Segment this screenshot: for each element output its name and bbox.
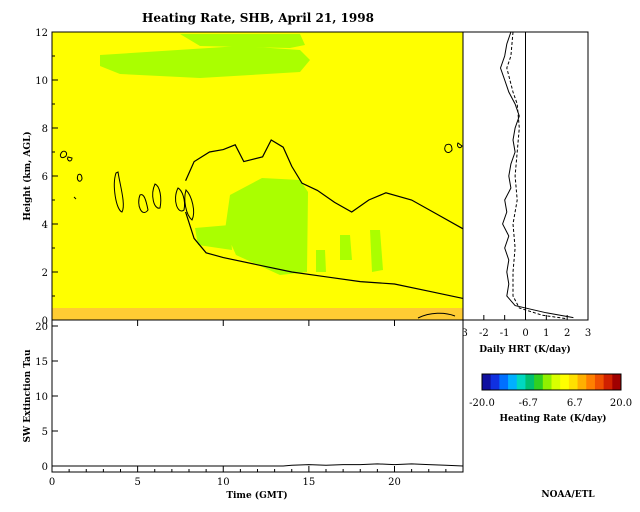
upper-cloud-green-region [100, 34, 310, 78]
colorbar-swatch [499, 374, 509, 390]
colorbar-swatch [516, 374, 526, 390]
tau-tick-label: 5 [42, 427, 48, 438]
height-tick-label: 6 [42, 172, 48, 183]
daily-hrt-profiles [499, 31, 574, 320]
colorbar-ticks: -20.0 -6.7 6.7 20.0 [469, 398, 632, 409]
near-surface-warming-band [52, 308, 463, 320]
daily-hrt-tick-label: 1 [543, 328, 549, 339]
time-tick-label: 5 [134, 477, 140, 488]
daily-hrt-tick-label: 3 [585, 328, 591, 339]
height-tick-label: 2 [42, 268, 48, 279]
colorbar-label: Heating Rate (K/day) [499, 413, 606, 424]
height-axis-ticks: 0 2 4 6 8 10 12 [35, 28, 58, 327]
time-tick-label: 0 [49, 477, 55, 488]
mid-cloud-green-region [195, 178, 383, 275]
colorbar-swatch [482, 374, 492, 390]
colorbar-swatch [551, 374, 561, 390]
daily-hrt-tick-label: 2 [564, 328, 570, 339]
time-tick-label: 10 [217, 477, 230, 488]
colorbar-swatch [525, 374, 535, 390]
time-axis-label: Time (GMT) [226, 490, 287, 501]
colorbar-swatch [560, 374, 570, 390]
cloud-boundary-contours [185, 139, 464, 299]
cloud-top-contour [185, 139, 464, 230]
small-cloud-contours [59, 142, 463, 319]
colorbar-tick-label: -20.0 [469, 398, 495, 409]
daily-hrt-tick-label: -2 [479, 328, 489, 339]
colorbar-swatch [542, 374, 552, 390]
cloud-base-contour [185, 211, 464, 299]
colorbar-swatch [568, 374, 579, 390]
colorbar-swatch [490, 374, 500, 390]
tau-line [52, 463, 464, 467]
colorbar-swatch [612, 374, 622, 390]
colorbar-frame [481, 373, 622, 391]
colorbar-swatch [577, 374, 587, 390]
colorbar-tick-label: -6.7 [519, 398, 538, 409]
chart-title: Heating Rate, SHB, April 21, 1998 [142, 11, 374, 25]
colorbar-swatch [508, 374, 518, 390]
colorbar-swatch [586, 374, 596, 390]
tau-axis-ticks: 0 5 10 15 20 [35, 322, 58, 473]
colorbar-panel: -20.0 -6.7 6.7 20.0 Heating Rate (K/day) [469, 373, 632, 424]
tau-tick-label: 15 [35, 357, 48, 368]
heating-rate-panel: 0 2 4 6 8 10 12 Height (km, AGL) [22, 28, 464, 327]
height-tick-label: 10 [35, 76, 48, 87]
tau-axis-label: SW Extinction Tau [23, 349, 33, 442]
time-tick-label: 15 [303, 477, 316, 488]
height-axis-label: Height (km, AGL) [22, 131, 33, 220]
colorbar-tick-label: 20.0 [610, 398, 632, 409]
height-tick-label: 8 [42, 124, 48, 135]
daily-hrt-profile-line [499, 31, 574, 319]
tau-tick-label: 10 [35, 392, 48, 403]
height-tick-label: 4 [42, 220, 48, 231]
colorbar-swatch [594, 374, 605, 390]
tau-frame [51, 319, 464, 473]
daily-hrt-tick-label: 0 [522, 328, 528, 339]
colorbar-swatch [534, 374, 544, 390]
colorbar-swatch [603, 374, 613, 390]
height-tick-label: 12 [35, 28, 48, 39]
tau-series [52, 463, 464, 467]
tau-tick-label: 20 [35, 322, 48, 333]
colorbar-swatches [482, 374, 622, 390]
tau-tick-label: 0 [42, 462, 48, 473]
daily-hrt-axis-label: Daily HRT (K/day) [479, 344, 570, 355]
tau-panel: 0 5 10 15 20 0 5 10 15 20 SW Extinction Tau Time… [23, 319, 464, 501]
heating-rate-background [52, 32, 463, 320]
daily-hrt-tick-label: -1 [500, 328, 510, 339]
time-tick-label: 20 [388, 477, 401, 488]
colorbar-tick-label: 6.7 [567, 398, 583, 409]
credit-text: NOAA/ETL [541, 490, 595, 500]
time-axis-ticks: 0 5 10 15 20 [49, 320, 447, 488]
height-tick-label: 0 [42, 316, 48, 327]
